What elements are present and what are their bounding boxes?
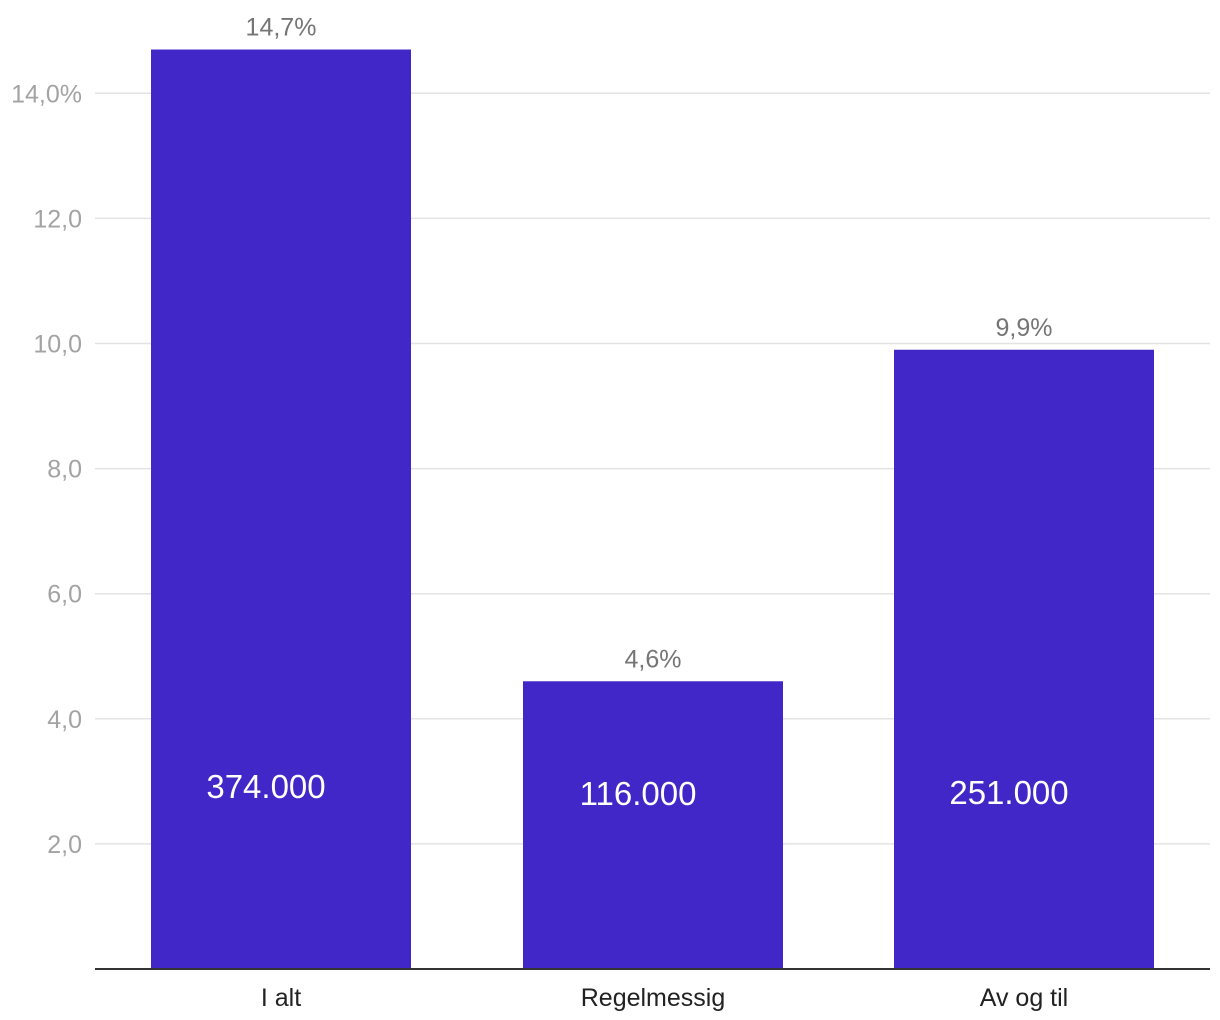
bar-value-label: 14,7% (246, 14, 317, 42)
y-tick-label: 12,0 (33, 205, 82, 233)
bar (523, 681, 783, 969)
bar-value-label: 9,9% (996, 314, 1053, 342)
x-category-label: I alt (261, 984, 301, 1012)
bar-labels: 14,7% 374.000 4,6% 116.000 9,9% 251.000 (206, 14, 1068, 812)
x-axis-categories: I alt Regelmessig Av og til (261, 984, 1068, 1012)
y-tick-label: 4,0 (47, 706, 82, 734)
bar-count-label: 116.000 (580, 775, 697, 812)
y-tick-label: 2,0 (47, 831, 82, 859)
y-tick-label: 10,0 (33, 331, 82, 359)
x-category-label: Av og til (980, 984, 1068, 1012)
bar-count-label: 374.000 (206, 768, 325, 805)
bar-value-label: 4,6% (625, 645, 682, 673)
y-tick-label: 6,0 (47, 581, 82, 609)
bars (151, 49, 1154, 969)
y-tick-label: 8,0 (47, 456, 82, 484)
bar (894, 349, 1154, 969)
bar (151, 49, 411, 969)
bar-count-label: 251.000 (949, 774, 1068, 811)
x-category-label: Regelmessig (581, 984, 726, 1012)
y-axis-ticks: 2,0 4,0 6,0 8,0 10,0 12,0 14,0% (11, 80, 82, 859)
y-tick-label: 14,0% (11, 80, 82, 108)
